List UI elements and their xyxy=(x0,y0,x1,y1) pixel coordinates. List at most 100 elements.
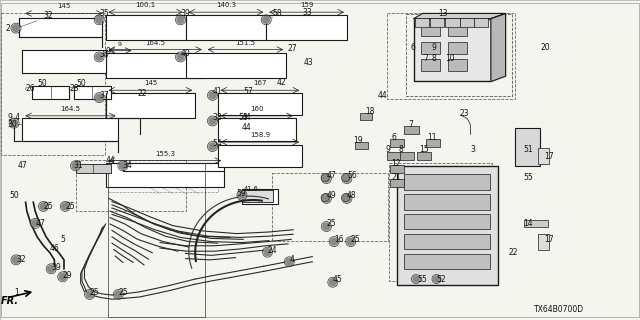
Text: FR.: FR. xyxy=(1,296,19,307)
Bar xyxy=(524,220,548,227)
Circle shape xyxy=(323,175,328,180)
Text: 9: 9 xyxy=(118,42,122,46)
Text: 6: 6 xyxy=(411,43,416,52)
Circle shape xyxy=(343,175,348,180)
Text: 34: 34 xyxy=(123,161,132,170)
Bar xyxy=(448,42,467,54)
Circle shape xyxy=(348,238,354,245)
Bar xyxy=(360,113,372,120)
Circle shape xyxy=(331,238,337,245)
Text: 38: 38 xyxy=(212,113,222,122)
Bar xyxy=(538,234,549,250)
Text: 43: 43 xyxy=(304,58,314,67)
Text: 36: 36 xyxy=(99,50,109,59)
Text: 30: 30 xyxy=(8,120,17,129)
Text: 35: 35 xyxy=(99,9,109,18)
Text: 44: 44 xyxy=(242,113,252,122)
Bar xyxy=(266,15,347,40)
Text: 58: 58 xyxy=(273,9,282,18)
Text: 164.5: 164.5 xyxy=(145,40,165,46)
Text: 55: 55 xyxy=(524,173,533,182)
Circle shape xyxy=(13,25,19,32)
Circle shape xyxy=(209,92,216,99)
Bar xyxy=(106,53,205,78)
Text: 44: 44 xyxy=(378,91,387,100)
Polygon shape xyxy=(414,13,506,19)
Text: 41.6: 41.6 xyxy=(243,186,258,192)
Text: 23: 23 xyxy=(460,109,469,118)
Text: 8: 8 xyxy=(398,145,403,154)
Text: 16: 16 xyxy=(334,235,344,244)
Text: 4: 4 xyxy=(289,255,294,264)
Polygon shape xyxy=(491,13,506,82)
Text: 22: 22 xyxy=(509,248,518,257)
Text: 57: 57 xyxy=(243,87,253,96)
Bar xyxy=(387,13,515,99)
Text: 52: 52 xyxy=(436,275,446,284)
Text: 39: 39 xyxy=(51,263,61,272)
Text: 8: 8 xyxy=(432,54,436,63)
Circle shape xyxy=(86,291,93,298)
Circle shape xyxy=(263,16,269,23)
Circle shape xyxy=(343,195,348,200)
Bar xyxy=(242,190,273,202)
Circle shape xyxy=(264,249,271,256)
Bar xyxy=(421,42,440,54)
Bar xyxy=(390,179,404,187)
Bar xyxy=(404,254,490,269)
Text: 7: 7 xyxy=(408,120,413,129)
Text: 50: 50 xyxy=(10,191,19,200)
Bar xyxy=(426,139,440,147)
Circle shape xyxy=(323,223,330,230)
Bar xyxy=(76,164,111,173)
Circle shape xyxy=(62,203,68,210)
Bar xyxy=(1,13,105,155)
Circle shape xyxy=(115,291,122,298)
Bar xyxy=(22,118,118,141)
Bar xyxy=(414,19,491,81)
Circle shape xyxy=(209,143,216,150)
Text: 12: 12 xyxy=(392,159,401,168)
Text: 37: 37 xyxy=(99,91,109,100)
Text: 55: 55 xyxy=(417,275,427,284)
Text: 2: 2 xyxy=(5,24,10,33)
Bar xyxy=(415,18,429,27)
Bar xyxy=(400,152,414,160)
Bar xyxy=(272,173,388,241)
Text: 1: 1 xyxy=(14,288,19,297)
Text: 49: 49 xyxy=(326,191,336,200)
Text: 22: 22 xyxy=(138,89,147,98)
Text: 42: 42 xyxy=(276,78,286,87)
Text: 45: 45 xyxy=(333,276,342,284)
Bar xyxy=(186,15,266,40)
Text: 145: 145 xyxy=(58,4,70,9)
Bar xyxy=(445,18,460,27)
Bar xyxy=(22,50,106,73)
Text: 167: 167 xyxy=(253,80,267,86)
Text: 151.5: 151.5 xyxy=(236,40,255,46)
Circle shape xyxy=(323,175,330,182)
Text: 54: 54 xyxy=(212,140,222,148)
Circle shape xyxy=(239,192,245,199)
Text: 47: 47 xyxy=(326,172,336,180)
Circle shape xyxy=(11,120,17,127)
Circle shape xyxy=(96,16,102,23)
Circle shape xyxy=(72,162,79,169)
Bar xyxy=(32,86,69,99)
Circle shape xyxy=(413,276,419,282)
Text: 9: 9 xyxy=(385,145,390,154)
Circle shape xyxy=(120,162,126,169)
Bar xyxy=(417,152,431,160)
Bar xyxy=(448,24,467,36)
Bar xyxy=(404,174,490,190)
Bar xyxy=(474,18,488,27)
Bar xyxy=(242,189,278,204)
Bar xyxy=(106,93,195,118)
Bar xyxy=(404,234,490,249)
Circle shape xyxy=(323,195,328,200)
Text: 26: 26 xyxy=(26,84,35,93)
Text: 164.5: 164.5 xyxy=(60,106,81,112)
Bar xyxy=(390,165,404,173)
Text: 25: 25 xyxy=(90,288,99,297)
Bar xyxy=(404,194,490,210)
